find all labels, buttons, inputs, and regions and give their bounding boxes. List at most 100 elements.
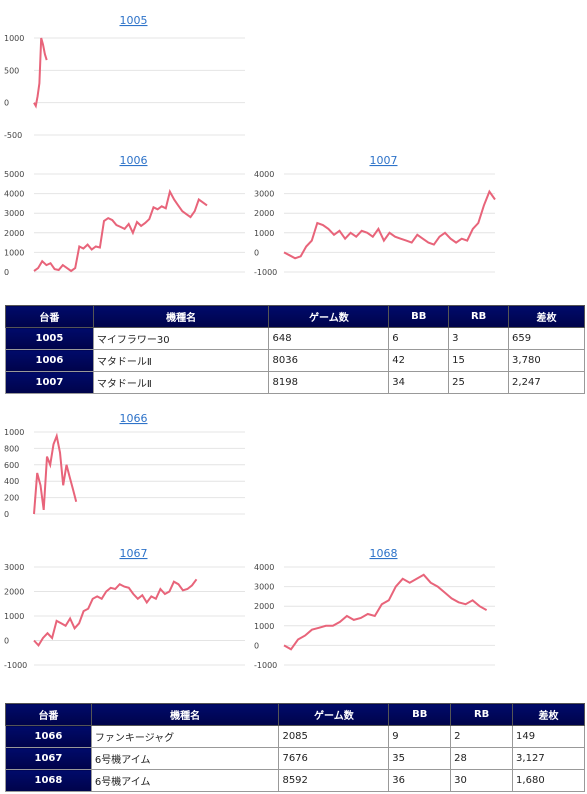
cell-games: 648	[268, 327, 390, 350]
series-line	[33, 578, 198, 648]
table-row: 1068 6号機アイム 8592 36 30 1,680	[5, 769, 585, 792]
cell-diff: 149	[512, 725, 585, 748]
y-tick-label: 500	[4, 66, 19, 75]
y-tick-label: 3000	[4, 563, 24, 572]
cell-machine-no: 1067	[5, 747, 92, 770]
y-tick-label: 5000	[4, 170, 24, 179]
y-tick-label: 1000	[4, 34, 24, 43]
table-row: 1067 6号機アイム 7676 35 28 3,127	[5, 747, 585, 770]
cell-games: 2085	[278, 725, 390, 748]
chart-title[interactable]: 1067	[120, 547, 148, 560]
y-tick-label: 4000	[254, 170, 274, 179]
stats-table-1: 台番 機種名 ゲーム数 BB RB 差枚 1005 マイフラワー30 648 6…	[5, 305, 585, 394]
y-tick-label: -1000	[254, 268, 277, 277]
y-tick-label: -1000	[254, 661, 277, 670]
chart-svg-1066: 1066 1000 800 600 400 200 0	[4, 412, 245, 519]
y-tick-label: 3000	[254, 190, 274, 199]
chart-1068: 1068 4000 3000 2000 1000 0 -1000	[250, 543, 500, 673]
chart-svg-1006: 1006 5000 4000 3000 2000 1000 0	[4, 154, 245, 277]
header-games: ゲーム数	[268, 305, 390, 328]
cell-bb: 6	[388, 327, 450, 350]
y-tick-label: 0	[254, 641, 259, 650]
chart-1067: 1067 3000 2000 1000 0 -1000	[0, 543, 250, 673]
cell-games: 8198	[268, 371, 390, 394]
chart-1007: 1007 4000 3000 2000 1000 0 -1000	[250, 150, 500, 280]
table-row: 1005 マイフラワー30 648 6 3 659	[5, 327, 585, 350]
y-tick-label: 0	[254, 248, 259, 257]
cell-machine-no: 1068	[5, 769, 92, 792]
series-line	[33, 188, 208, 273]
header-rb: RB	[448, 305, 510, 328]
y-tick-label: 1000	[4, 612, 24, 621]
y-tick-label: 4000	[254, 563, 274, 572]
cell-games: 8036	[268, 349, 390, 372]
y-tick-label: 2000	[254, 602, 274, 611]
header-bb: BB	[388, 305, 450, 328]
series-line	[283, 189, 496, 260]
cell-diff: 3,127	[512, 747, 585, 770]
cell-diff: 659	[508, 327, 585, 350]
cell-machine-no: 1007	[5, 371, 94, 394]
table-row: 1066 ファンキージャグ 2085 9 2 149	[5, 725, 585, 748]
cell-diff: 2,247	[508, 371, 585, 394]
cell-bb: 42	[388, 349, 450, 372]
cell-model-name: ファンキージャグ	[90, 725, 280, 748]
chart-svg-1067: 1067 3000 2000 1000 0 -1000	[4, 547, 245, 670]
y-tick-label: 1000	[4, 248, 24, 257]
y-tick-label: 1000	[254, 229, 274, 238]
cell-rb: 15	[448, 349, 510, 372]
header-rb: RB	[450, 703, 514, 726]
y-tick-label: 600	[4, 461, 19, 470]
header-diff: 差枚	[512, 703, 585, 726]
header-games: ゲーム数	[278, 703, 390, 726]
cell-diff: 3,780	[508, 349, 585, 372]
chart-svg-1007: 1007 4000 3000 2000 1000 0 -1000	[254, 154, 496, 277]
cell-games: 8592	[278, 769, 390, 792]
header-model-name: 機種名	[92, 305, 270, 328]
y-tick-label: 2000	[4, 229, 24, 238]
y-tick-label: 1000	[4, 428, 24, 437]
header-model-name: 機種名	[90, 703, 280, 726]
y-tick-label: 2000	[254, 209, 274, 218]
stats-table-2: 台番 機種名 ゲーム数 BB RB 差枚 1066 ファンキージャグ 2085 …	[5, 703, 585, 792]
cell-rb: 30	[450, 769, 514, 792]
chart-title[interactable]: 1006	[120, 154, 148, 167]
chart-1005: 1005 1000 500 0 -500	[0, 10, 250, 145]
cell-games: 7676	[278, 747, 390, 770]
cell-model-name: マイフラワー30	[92, 327, 270, 350]
cell-model-name: マタドールⅡ	[92, 349, 270, 372]
cell-rb: 3	[448, 327, 510, 350]
cell-bb: 35	[388, 747, 452, 770]
series-line	[33, 37, 48, 109]
chart-svg-1005: 1005 1000 500 0 -500	[4, 14, 245, 140]
header-bb: BB	[388, 703, 452, 726]
table-row: 1006 マタドールⅡ 8036 42 15 3,780	[5, 349, 585, 372]
y-tick-label: 3000	[4, 209, 24, 218]
chart-1066: 1066 1000 800 600 400 200 0	[0, 408, 250, 528]
cell-machine-no: 1006	[5, 349, 94, 372]
table-row: 1007 マタドールⅡ 8198 34 25 2,247	[5, 371, 585, 394]
chart-title[interactable]: 1068	[370, 547, 398, 560]
chart-title[interactable]: 1007	[370, 154, 398, 167]
cell-bb: 34	[388, 371, 450, 394]
chart-title[interactable]: 1005	[120, 14, 148, 27]
cell-model-name: マタドールⅡ	[92, 371, 270, 394]
cell-model-name: 6号機アイム	[90, 769, 280, 792]
y-tick-label: 1000	[254, 622, 274, 631]
cell-diff: 1,680	[512, 769, 585, 792]
series-line	[283, 573, 488, 651]
cell-bb: 9	[388, 725, 452, 748]
cell-model-name: 6号機アイム	[90, 747, 280, 770]
y-tick-label: 0	[4, 510, 9, 519]
cell-rb: 2	[450, 725, 514, 748]
chart-title[interactable]: 1066	[120, 412, 148, 425]
header-machine-no: 台番	[5, 305, 94, 328]
cell-rb: 25	[448, 371, 510, 394]
y-tick-label: 200	[4, 494, 19, 503]
cell-bb: 36	[388, 769, 452, 792]
y-tick-label: -1000	[4, 661, 27, 670]
chart-1006: 1006 5000 4000 3000 2000 1000 0	[0, 150, 250, 280]
y-tick-label: 2000	[4, 588, 24, 597]
cell-machine-no: 1066	[5, 725, 92, 748]
